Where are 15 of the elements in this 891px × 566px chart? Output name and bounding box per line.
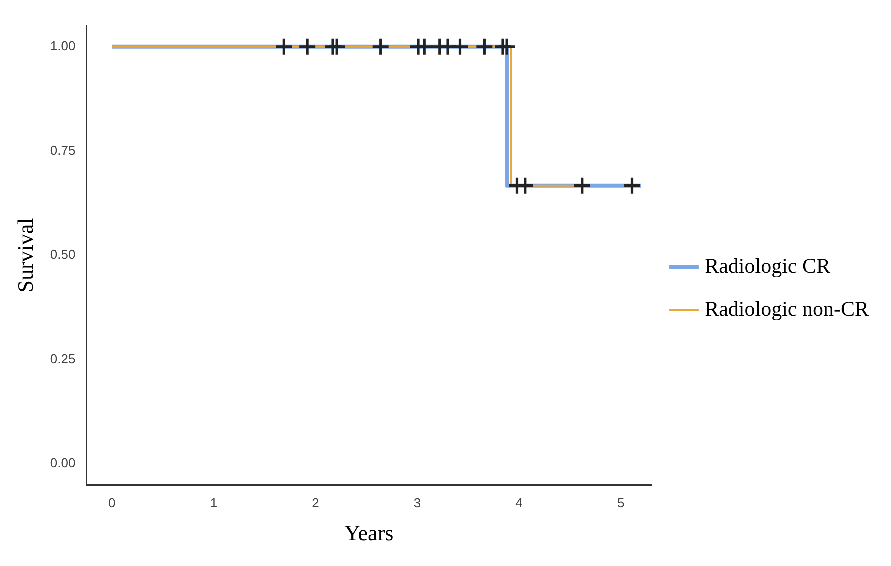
y-tick-label: 0.00 (50, 456, 76, 471)
y-axis-title: Survival (12, 218, 38, 293)
legend-label: Radiologic non-CR (705, 297, 870, 322)
x-tick-label: 0 (108, 495, 116, 510)
x-tick-label: 3 (414, 495, 422, 510)
x-tick-label: 4 (516, 495, 523, 510)
x-tick-label: 5 (617, 495, 625, 510)
y-tick-label: 0.50 (50, 247, 76, 262)
x-axis-title: Years (344, 520, 394, 546)
y-tick-label: 0.25 (50, 351, 76, 366)
y-tick-label: 0.75 (50, 142, 76, 158)
x-tick-label: 1 (210, 495, 218, 510)
x-tick-label: 2 (312, 495, 320, 510)
y-tick-label: 1.00 (50, 38, 76, 54)
legend-label: Radiologic CR (705, 254, 831, 278)
